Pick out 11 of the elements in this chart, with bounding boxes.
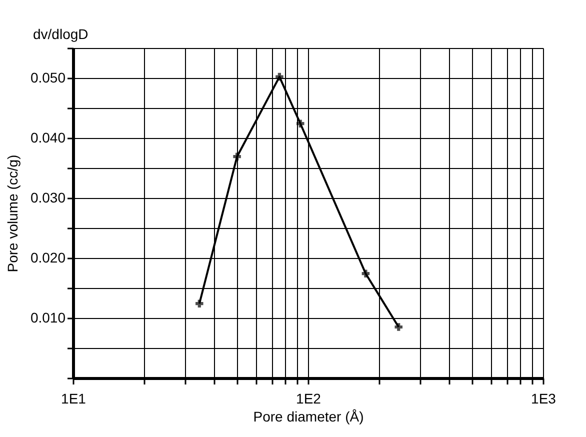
y-tick-label: 0.020	[30, 250, 66, 266]
y-tick-label: 0.050	[30, 70, 66, 86]
x-tick-label: 1E1	[61, 390, 86, 406]
y-axis-title: Pore volume (cc/g)	[4, 154, 20, 272]
y-tick-label: 0.040	[30, 130, 66, 146]
y-tick-label: 0.030	[30, 190, 66, 206]
x-axis-title: Pore diameter (Å)	[253, 408, 364, 424]
y-tick-label: 0.010	[30, 310, 66, 326]
x-tick-label: 1E2	[296, 390, 322, 406]
x-tick-label: 1E3	[531, 390, 556, 406]
text: dv/dlogD	[33, 26, 88, 42]
